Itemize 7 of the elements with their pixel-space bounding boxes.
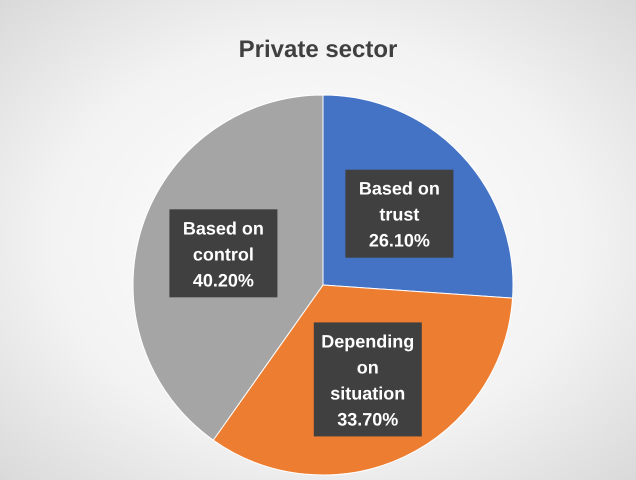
slice-label: Based on control bbox=[182, 218, 264, 264]
data-label: 26.10% bbox=[368, 230, 430, 251]
slice-label: Depending on situation bbox=[321, 331, 414, 404]
chart-title: Private sector bbox=[238, 36, 398, 64]
data-label: 33.70% bbox=[337, 409, 398, 430]
slice-label: Based on trust bbox=[358, 178, 440, 225]
data-label: 40.20% bbox=[192, 270, 254, 290]
